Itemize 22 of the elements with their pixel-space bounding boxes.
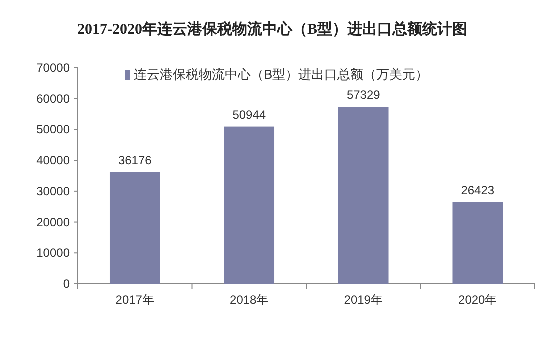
data-label: 36176	[118, 153, 152, 168]
data-label: 50944	[232, 108, 266, 122]
x-tick-label: 2018年	[230, 293, 269, 307]
y-tick-label: 20000	[36, 215, 70, 230]
data-label: 57329	[346, 88, 381, 102]
y-tick-label: 10000	[36, 246, 70, 260]
y-tick-label: 60000	[36, 92, 70, 106]
y-tick-label: 0	[63, 277, 70, 291]
y-tick-label: 30000	[36, 184, 70, 198]
x-tick-label: 2017年	[116, 293, 154, 307]
bar	[338, 107, 389, 284]
x-tick-label: 2020年	[458, 293, 498, 307]
y-tick-label: 70000	[36, 61, 70, 75]
data-label: 26423	[461, 183, 495, 198]
x-tick-label: 2019年	[344, 293, 383, 307]
bar	[110, 172, 160, 284]
chart-title: 2017-2020年连云港保税物流中心（B型）进出口总额统计图	[78, 20, 468, 38]
bar	[224, 126, 275, 284]
y-tick-label: 40000	[36, 154, 70, 168]
legend-label: 连云港保税物流中心（B型）进出口总额（万美元）	[134, 67, 429, 82]
y-tick-label: 50000	[36, 122, 70, 137]
bar	[452, 202, 504, 284]
